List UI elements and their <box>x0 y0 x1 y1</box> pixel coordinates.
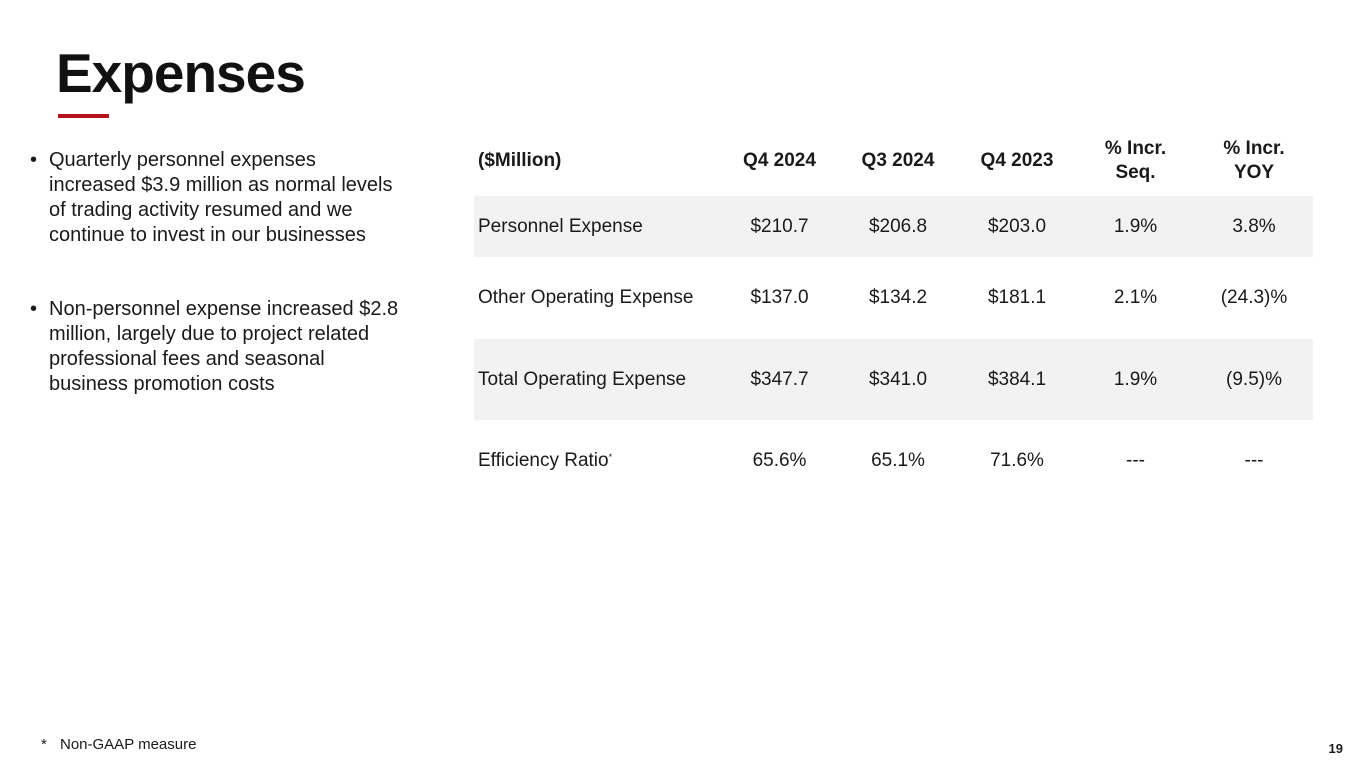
footnote-text: Non-GAAP measure <box>60 736 197 753</box>
cell-q4-2023: $181.1 <box>987 287 1047 308</box>
cell-incr-seq: 1.9% <box>1076 196 1195 257</box>
cell-incr-seq: 1.9% <box>1076 339 1195 420</box>
table-row: Personnel Expense $210.7 $206.8 $203.0 1… <box>474 196 1313 257</box>
footnote-marker: * <box>41 736 47 753</box>
expenses-table: ($Million) Q4 2024 Q3 2024 Q4 2023 % Inc… <box>474 126 1313 501</box>
footnote: * Non-GAAP measure <box>41 736 196 753</box>
cell-incr-seq: 2.1% <box>1113 287 1158 308</box>
cell-q4-2023: $203.0 <box>958 196 1076 257</box>
row-label: Efficiency Ratio <box>478 449 609 471</box>
cell-q3-2024: $206.8 <box>838 196 958 257</box>
row-label: Personnel Expense <box>474 196 721 257</box>
cell-incr-yoy: (9.5)% <box>1195 339 1313 420</box>
bullet-text: Non-personnel expense increased $2.8 mil… <box>49 298 399 395</box>
header-incr-yoy: % Incr. YOY <box>1195 126 1313 196</box>
header-incr-seq-line1: % Incr. <box>1104 138 1167 159</box>
bullet-text: Quarterly personnel expenses increased $… <box>49 149 393 246</box>
cell-q3-2024: 65.1% <box>871 449 925 471</box>
row-label-cell: Efficiency Ratio* <box>474 420 721 501</box>
page-number: 19 <box>1328 741 1343 756</box>
bullet-item: • Quarterly personnel expenses increased… <box>30 148 400 248</box>
cell-q4-2023: 71.6% <box>990 449 1044 471</box>
table-header-row: ($Million) Q4 2024 Q3 2024 Q4 2023 % Inc… <box>474 126 1313 196</box>
header-incr-yoy-line1: % Incr. <box>1223 138 1285 159</box>
bullet-marker: • <box>30 298 38 320</box>
header-incr-seq-line2: Seq. <box>1115 162 1156 183</box>
row-label: Other Operating Expense <box>478 287 694 308</box>
cell-incr-yoy: 3.8% <box>1195 196 1313 257</box>
cell-q4-2024: 65.6% <box>752 449 807 471</box>
header-label: ($Million) <box>478 150 562 171</box>
bullet-marker: • <box>30 149 38 171</box>
bullet-list: • Quarterly personnel expenses increased… <box>30 148 400 397</box>
header-q3-2024: Q3 2024 <box>861 150 935 171</box>
table-row: Total Operating Expense $347.7 $341.0 $3… <box>474 339 1313 420</box>
cell-q4-2023: $384.1 <box>958 339 1076 420</box>
header-incr-seq: % Incr. Seq. <box>1076 126 1195 196</box>
cell-q4-2024: $210.7 <box>721 196 838 257</box>
row-label: Total Operating Expense <box>474 339 721 420</box>
bullet-item: • Non-personnel expense increased $2.8 m… <box>30 297 400 397</box>
page-title: Expenses <box>56 42 306 104</box>
cell-incr-yoy: --- <box>1244 449 1264 471</box>
cell-q3-2024: $341.0 <box>838 339 958 420</box>
non-gaap-marker: * <box>608 451 613 462</box>
header-q4-2024: Q4 2024 <box>743 150 816 171</box>
cell-incr-seq: --- <box>1126 449 1145 471</box>
title-underline <box>58 114 109 118</box>
table-row: Efficiency Ratio* 65.6% 65.1% 71.6% --- … <box>474 420 1313 501</box>
cell-q4-2024: $347.7 <box>721 339 838 420</box>
cell-incr-yoy: (24.3)% <box>1220 287 1288 308</box>
header-incr-yoy-line2: YOY <box>1233 162 1275 183</box>
cell-q3-2024: $134.2 <box>868 287 928 308</box>
cell-q4-2024: $137.0 <box>750 287 809 308</box>
table-row: Other Operating Expense $137.0 $134.2 $1… <box>474 257 1313 339</box>
header-q4-2023: Q4 2023 <box>980 150 1054 171</box>
